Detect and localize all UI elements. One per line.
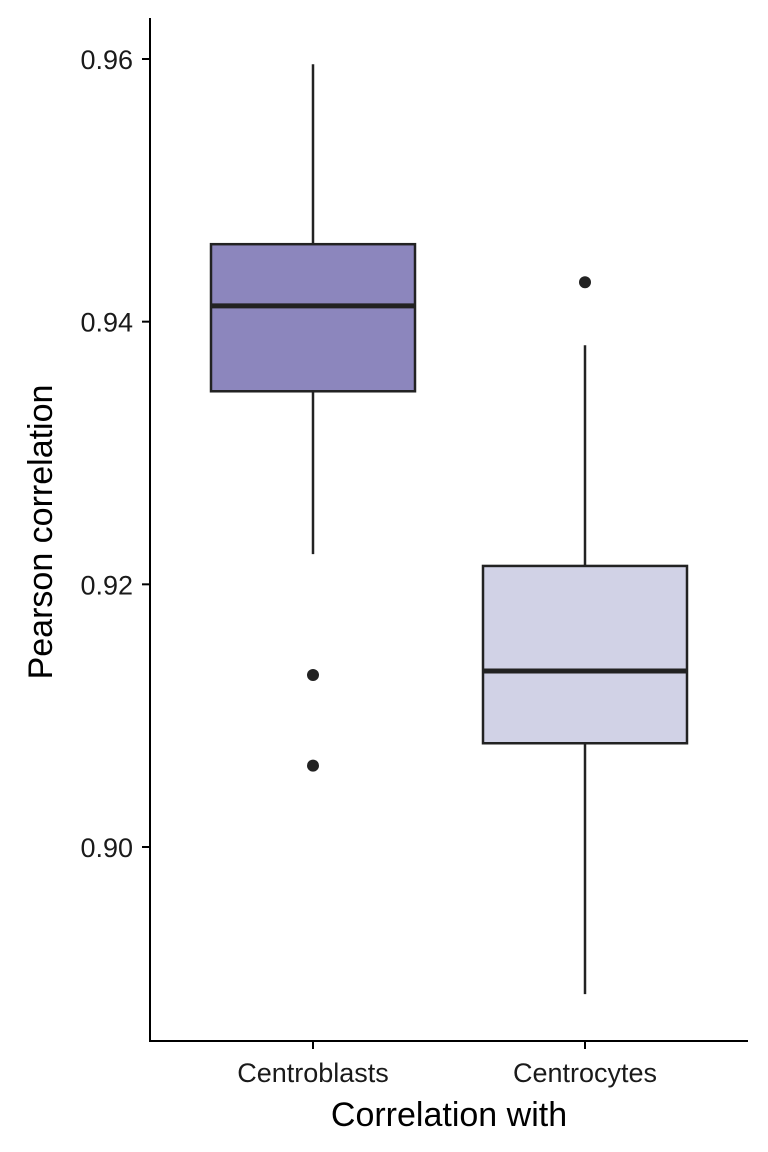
- plot-area: [209, 64, 689, 995]
- y-tick-label: 0.94: [80, 308, 133, 338]
- iqr-box: [209, 242, 417, 393]
- iqr-box: [481, 564, 689, 745]
- y-axis-ticks: 0.90 0.92 0.94 0.96: [80, 45, 150, 863]
- outlier-point: [307, 759, 319, 772]
- box-centroblasts: [209, 64, 417, 772]
- y-axis-title: Pearson correlation: [22, 385, 60, 680]
- x-tick-label: Centroblasts: [237, 1058, 389, 1088]
- x-axis-ticks: Centroblasts Centrocytes: [237, 1041, 657, 1088]
- x-tick-label: Centrocytes: [513, 1058, 657, 1088]
- y-tick-label: 0.96: [80, 45, 133, 75]
- box-centrocytes: [481, 276, 689, 995]
- y-tick-label: 0.90: [80, 833, 133, 863]
- x-axis-title: Correlation with: [331, 1096, 567, 1134]
- y-tick-label: 0.92: [80, 570, 133, 600]
- outlier-point: [579, 276, 591, 289]
- outlier-point: [307, 668, 319, 681]
